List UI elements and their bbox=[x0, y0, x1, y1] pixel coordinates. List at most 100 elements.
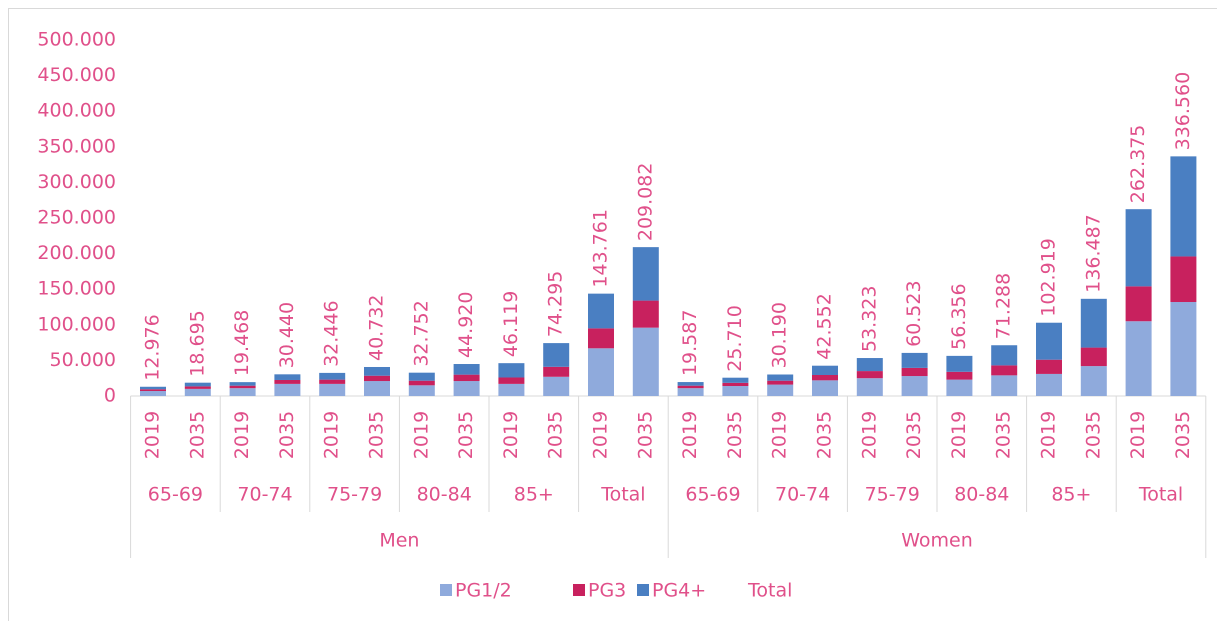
bar-segment bbox=[498, 377, 525, 384]
data-label: 136.487 bbox=[1082, 214, 1104, 293]
bar-segment bbox=[453, 374, 480, 382]
bar-segment bbox=[274, 383, 301, 396]
data-label: 40.732 bbox=[366, 295, 388, 361]
x-tick-label: 2035 bbox=[545, 411, 567, 459]
bar-segment bbox=[1036, 359, 1062, 374]
bar-segment bbox=[812, 365, 838, 375]
legend-label: PG4+ bbox=[652, 580, 706, 602]
bar-segment bbox=[498, 383, 525, 396]
bar-segment bbox=[364, 375, 390, 382]
group-label: Total bbox=[600, 484, 645, 506]
bar-segment bbox=[722, 386, 749, 396]
group-label: 85+ bbox=[514, 484, 554, 506]
group-label: 75-79 bbox=[865, 484, 920, 506]
x-tick-label: 2019 bbox=[1038, 411, 1060, 459]
x-tick-label: 2019 bbox=[948, 411, 970, 459]
data-label: 25.710 bbox=[724, 305, 746, 371]
data-label: 46.119 bbox=[500, 291, 522, 357]
bar-segment bbox=[588, 293, 614, 329]
data-label: 19.587 bbox=[679, 310, 701, 376]
group-label: 80-84 bbox=[954, 484, 1009, 506]
data-label: 44.920 bbox=[455, 292, 477, 358]
group-label: Total bbox=[1138, 484, 1183, 506]
bar-segment bbox=[767, 384, 794, 396]
x-tick-label: 2035 bbox=[366, 411, 388, 459]
bar-segment bbox=[901, 352, 928, 368]
y-tick-label: 200.000 bbox=[37, 242, 116, 264]
bar-segment bbox=[140, 389, 166, 392]
data-label: 262.375 bbox=[1127, 125, 1149, 204]
legend-label: Total bbox=[747, 580, 792, 602]
bar-segment bbox=[184, 386, 211, 389]
x-tick-label: 2035 bbox=[724, 411, 746, 459]
x-tick-label: 2035 bbox=[993, 411, 1015, 459]
bar-segment bbox=[1080, 347, 1107, 367]
x-tick-label: 2019 bbox=[858, 411, 880, 459]
bar-segment bbox=[229, 382, 256, 386]
bar-segment bbox=[991, 365, 1018, 376]
group-label: 85+ bbox=[1051, 484, 1091, 506]
data-label: 32.446 bbox=[321, 300, 343, 366]
data-label: 12.976 bbox=[142, 314, 164, 380]
bar-segment bbox=[588, 348, 614, 396]
bar-segment bbox=[588, 328, 614, 349]
bar-segment bbox=[767, 374, 794, 381]
data-label: 102.919 bbox=[1038, 238, 1060, 317]
group-label: 75-79 bbox=[327, 484, 382, 506]
bar-segment bbox=[274, 374, 301, 380]
bar-segment bbox=[140, 391, 166, 396]
bar-segment bbox=[1036, 373, 1062, 396]
bar-segment bbox=[229, 388, 256, 396]
bar-segment bbox=[991, 375, 1018, 396]
x-tick-label: 2019 bbox=[231, 411, 253, 459]
y-tick-label: 400.000 bbox=[37, 100, 116, 122]
bar-segment bbox=[677, 388, 704, 396]
bar-segment bbox=[229, 385, 256, 389]
bar-segment bbox=[408, 385, 435, 396]
bar-segment bbox=[1170, 302, 1197, 396]
x-tick-label: 2035 bbox=[1172, 411, 1194, 459]
x-tick-label: 2035 bbox=[814, 411, 836, 459]
group-label: 80-84 bbox=[417, 484, 472, 506]
bar-segment bbox=[1170, 256, 1197, 303]
bar-segment bbox=[274, 379, 301, 384]
bar-segment bbox=[543, 366, 570, 377]
gender-label: Women bbox=[901, 530, 973, 552]
bar-segment bbox=[1080, 366, 1107, 396]
data-label: 53.323 bbox=[858, 286, 880, 352]
bar-segment bbox=[364, 381, 390, 396]
x-tick-label: 2035 bbox=[903, 411, 925, 459]
y-tick-label: 100.000 bbox=[37, 313, 116, 335]
legend-swatch bbox=[637, 584, 649, 596]
bar-segment bbox=[1036, 322, 1062, 360]
bar-segment bbox=[140, 386, 166, 390]
data-label: 143.761 bbox=[590, 209, 612, 288]
bar-segment bbox=[991, 345, 1018, 366]
bar-segment bbox=[812, 380, 838, 396]
y-tick-label: 300.000 bbox=[37, 171, 116, 193]
bar-segment bbox=[901, 367, 928, 377]
x-tick-label: 2019 bbox=[590, 411, 612, 459]
x-tick-label: 2035 bbox=[276, 411, 298, 459]
bar-segment bbox=[722, 377, 749, 383]
legend-label: PG1/2 bbox=[455, 580, 512, 602]
bar-segment bbox=[946, 379, 973, 396]
bar-segment bbox=[767, 380, 794, 385]
y-tick-label: 500.000 bbox=[37, 29, 116, 51]
bar-segment bbox=[408, 380, 435, 386]
bar-segment bbox=[408, 372, 435, 381]
x-tick-label: 2035 bbox=[634, 411, 656, 459]
data-label: 336.560 bbox=[1172, 72, 1194, 151]
x-tick-label: 2019 bbox=[142, 411, 164, 459]
group-label: 65-69 bbox=[685, 484, 740, 506]
x-tick-label: 2035 bbox=[186, 411, 208, 459]
x-tick-label: 2019 bbox=[679, 411, 701, 459]
bar-segment bbox=[319, 379, 346, 384]
x-tick-label: 2019 bbox=[500, 411, 522, 459]
group-label: 65-69 bbox=[148, 484, 203, 506]
x-tick-label: 2019 bbox=[410, 411, 432, 459]
bar-segment bbox=[1080, 298, 1107, 348]
data-label: 32.752 bbox=[410, 300, 432, 366]
x-tick-label: 2019 bbox=[769, 411, 791, 459]
